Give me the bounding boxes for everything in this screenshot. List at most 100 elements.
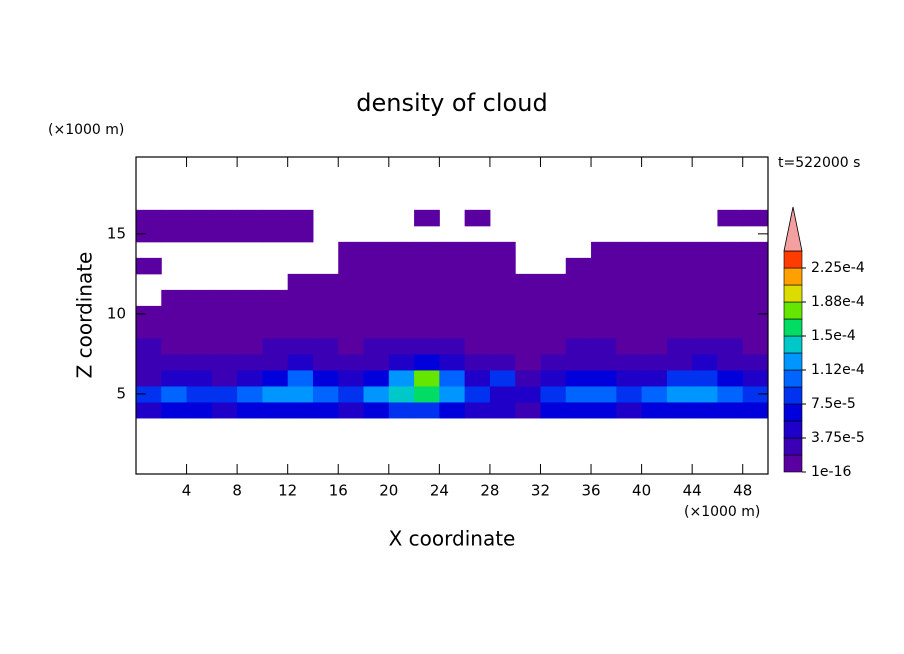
- contour-cell: [641, 257, 668, 275]
- contour-cell: [414, 385, 440, 403]
- contour-cell: [186, 353, 213, 371]
- contour-cell: [692, 369, 718, 387]
- contour-cell: [414, 241, 440, 259]
- contour-cell: [641, 385, 668, 403]
- contour-cell: [388, 337, 415, 355]
- contour-cell: [540, 353, 567, 371]
- contour-cell: [692, 401, 718, 419]
- contour-cell: [338, 353, 365, 371]
- contour-cell: [338, 401, 365, 419]
- contour-cell: [388, 369, 415, 387]
- contour-cell: [388, 289, 415, 307]
- contour-cell: [161, 321, 188, 339]
- contour-cell: [742, 321, 769, 339]
- contour-cell: [742, 209, 769, 227]
- contour-cell: [186, 401, 213, 419]
- contour-cell: [489, 241, 516, 259]
- contour-cell: [666, 337, 693, 355]
- contour-cell: [717, 289, 744, 307]
- contour-cell: [211, 321, 238, 339]
- contour-cell: [388, 353, 415, 371]
- contour-cell: [211, 209, 238, 227]
- contour-cell: [262, 353, 289, 371]
- colorbar-bin: [783, 267, 803, 286]
- contour-cell: [565, 401, 592, 419]
- y-unit: (×1000 m): [48, 122, 124, 138]
- contour-cell: [136, 337, 162, 355]
- contour-cell: [338, 385, 365, 403]
- contour-cell: [237, 353, 263, 371]
- contour-cell: [616, 273, 643, 291]
- contour-cell: [312, 353, 339, 371]
- contour-cell: [616, 257, 643, 275]
- contour-cell: [565, 273, 592, 291]
- contour-cell: [540, 321, 567, 339]
- contour-cell: [262, 225, 289, 243]
- contour-cell: [717, 369, 744, 387]
- contour-cell: [338, 321, 365, 339]
- contour-cell: [363, 257, 390, 275]
- contour-cell: [136, 369, 162, 387]
- contour-cell: [363, 305, 390, 323]
- contour-cell: [489, 401, 516, 419]
- contour-cell: [414, 305, 440, 323]
- contour-cell: [262, 321, 289, 339]
- contour-cell: [489, 369, 516, 387]
- contour-cell: [591, 337, 617, 355]
- contour-cell: [186, 337, 213, 355]
- contour-cell: [717, 305, 744, 323]
- x-tick-label: 48: [733, 482, 752, 500]
- contour-cell: [464, 401, 491, 419]
- contour-cell: [641, 241, 668, 259]
- contour-cell: [211, 337, 238, 355]
- contour-cell: [692, 337, 718, 355]
- contour-cell: [565, 369, 592, 387]
- contour-cell: [565, 257, 592, 275]
- colorbar-tick-label: 1.5e-4: [811, 328, 856, 344]
- contour-cell: [237, 337, 263, 355]
- chart-title: density of cloud: [356, 89, 547, 117]
- contour-cell: [591, 401, 617, 419]
- contour-cell: [565, 289, 592, 307]
- contour-cell: [439, 321, 466, 339]
- contour-cell: [388, 257, 415, 275]
- contour-cell: [742, 241, 769, 259]
- contour-cell: [666, 305, 693, 323]
- x-axis-label: X coordinate: [389, 527, 516, 551]
- contour-cell: [439, 241, 466, 259]
- contour-cell: [616, 337, 643, 355]
- contour-cell: [363, 353, 390, 371]
- contour-cell: [186, 289, 213, 307]
- contour-cell: [388, 273, 415, 291]
- colorbar-bin: [783, 250, 803, 269]
- contour-cell: [363, 241, 390, 259]
- y-tick-label: 10: [107, 304, 126, 322]
- contour-cell: [515, 321, 541, 339]
- contour-cell: [565, 385, 592, 403]
- y-axis-label: Z coordinate: [73, 252, 97, 379]
- contour-cell: [616, 289, 643, 307]
- contour-cell: [136, 209, 162, 227]
- contour-cell: [414, 257, 440, 275]
- contour-cell: [489, 385, 516, 403]
- contour-cell: [363, 289, 390, 307]
- contour-cell: [211, 369, 238, 387]
- contour-cell: [641, 289, 668, 307]
- contour-cell: [262, 305, 289, 323]
- contour-cell: [742, 289, 769, 307]
- contour-cell: [565, 353, 592, 371]
- contour-cell: [338, 241, 365, 259]
- contour-cell: [439, 337, 466, 355]
- contour-cell: [565, 321, 592, 339]
- contour-cell: [717, 337, 744, 355]
- contour-cell: [540, 337, 567, 355]
- x-tick-label: 44: [683, 482, 702, 500]
- contour-cell: [237, 289, 263, 307]
- contour-cell: [237, 369, 263, 387]
- contour-cell: [489, 289, 516, 307]
- contour-cell: [414, 401, 440, 419]
- contour-cell: [692, 289, 718, 307]
- contour-cell: [565, 337, 592, 355]
- contour-cell: [312, 273, 339, 291]
- contour-cell: [186, 305, 213, 323]
